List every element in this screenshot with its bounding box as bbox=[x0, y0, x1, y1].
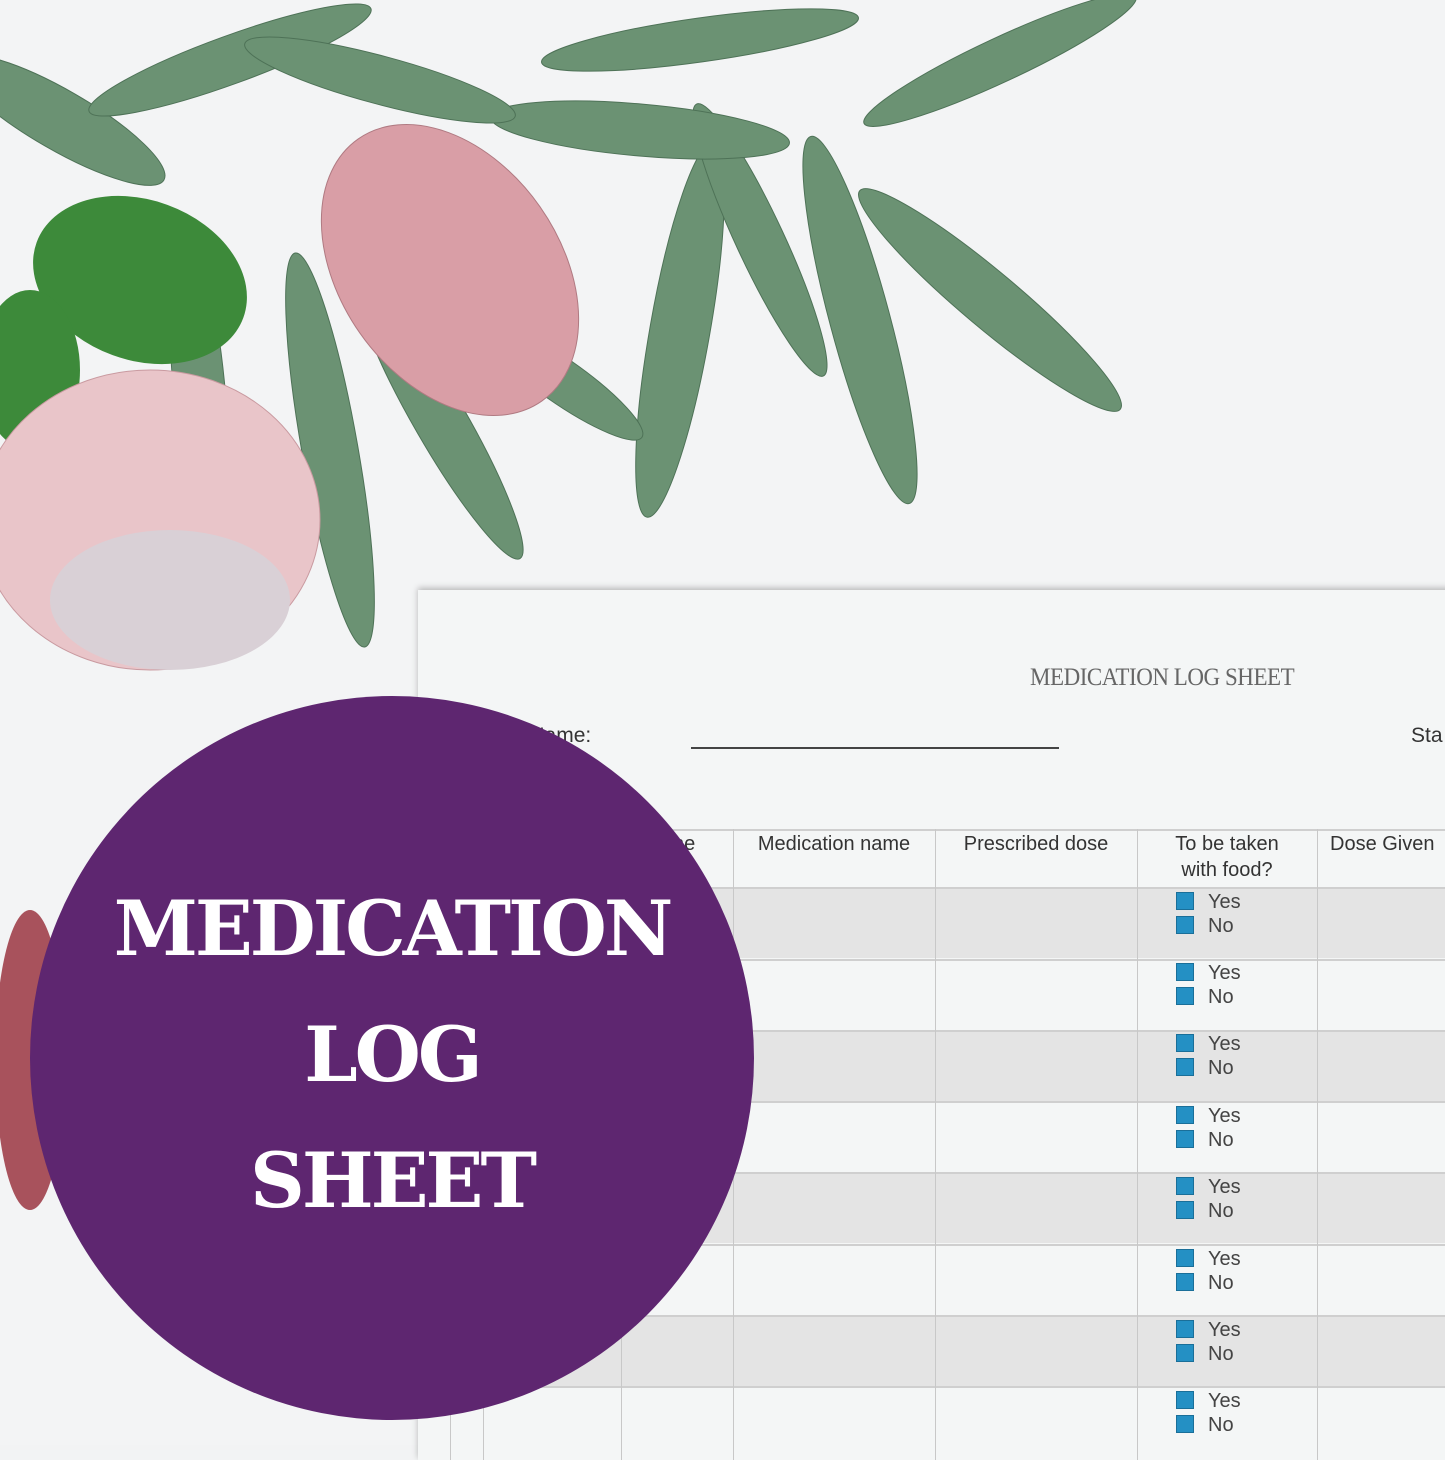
yes-label: Yes bbox=[1208, 891, 1241, 913]
badge-line: LOG bbox=[304, 1010, 483, 1099]
yes-label: Yes bbox=[1208, 1319, 1241, 1341]
divider bbox=[418, 959, 1445, 961]
no-checkbox[interactable] bbox=[1176, 1201, 1194, 1219]
no-label: No bbox=[1208, 1200, 1234, 1222]
column-header-with-food: To be taken with food? bbox=[1175, 833, 1279, 881]
yes-label: Yes bbox=[1208, 1248, 1241, 1270]
no-checkbox[interactable] bbox=[1176, 1415, 1194, 1433]
sheet-title: MEDICATION LOG SHEET bbox=[1030, 664, 1295, 691]
no-label: No bbox=[1208, 1343, 1234, 1365]
divider bbox=[418, 887, 1445, 889]
column-header-dose-given: Dose Given bbox=[1330, 833, 1435, 855]
divider bbox=[418, 829, 1445, 831]
column-header-prescribed-dose: Prescribed dose bbox=[963, 833, 1109, 855]
no-checkbox[interactable] bbox=[1176, 1130, 1194, 1148]
with-food-options: Yes No bbox=[1176, 1175, 1241, 1223]
yes-label: Yes bbox=[1208, 1176, 1241, 1198]
with-food-options: Yes No bbox=[1176, 890, 1241, 938]
no-checkbox[interactable] bbox=[1176, 916, 1194, 934]
no-label: No bbox=[1208, 1057, 1234, 1079]
title-badge: MEDICATION LOG SHEET bbox=[30, 696, 754, 1420]
no-label: No bbox=[1208, 1272, 1234, 1294]
yes-checkbox[interactable] bbox=[1176, 1177, 1194, 1195]
yes-label: Yes bbox=[1208, 1390, 1241, 1412]
divider bbox=[418, 1315, 1445, 1317]
column-header-medication-name: Medication name bbox=[757, 833, 911, 855]
yes-label: Yes bbox=[1208, 1033, 1241, 1055]
with-food-options: Yes No bbox=[1176, 1247, 1241, 1295]
participant-name-line bbox=[691, 747, 1059, 749]
no-checkbox[interactable] bbox=[1176, 1058, 1194, 1076]
yes-checkbox[interactable] bbox=[1176, 1249, 1194, 1267]
divider bbox=[418, 1244, 1445, 1246]
yes-checkbox[interactable] bbox=[1176, 1034, 1194, 1052]
divider bbox=[935, 829, 936, 1460]
badge-line: SHEET bbox=[249, 1136, 537, 1225]
divider bbox=[1137, 829, 1138, 1460]
yes-label: Yes bbox=[1208, 1105, 1241, 1127]
no-label: No bbox=[1208, 1414, 1234, 1436]
divider bbox=[418, 1172, 1445, 1174]
with-food-options: Yes No bbox=[1176, 961, 1241, 1009]
yes-checkbox[interactable] bbox=[1176, 1320, 1194, 1338]
yes-label: Yes bbox=[1208, 962, 1241, 984]
with-food-options: Yes No bbox=[1176, 1389, 1241, 1437]
divider bbox=[418, 1101, 1445, 1103]
with-food-options: Yes No bbox=[1176, 1318, 1241, 1366]
no-label: No bbox=[1208, 915, 1234, 937]
divider bbox=[418, 1030, 1445, 1032]
no-checkbox[interactable] bbox=[1176, 987, 1194, 1005]
with-food-options: Yes No bbox=[1176, 1032, 1241, 1080]
divider bbox=[1317, 829, 1318, 1460]
yes-checkbox[interactable] bbox=[1176, 892, 1194, 910]
with-food-options: Yes No bbox=[1176, 1104, 1241, 1152]
divider bbox=[418, 1386, 1445, 1388]
yes-checkbox[interactable] bbox=[1176, 1391, 1194, 1409]
badge-line: MEDICATION bbox=[113, 884, 674, 973]
yes-checkbox[interactable] bbox=[1176, 963, 1194, 981]
start-label: Sta bbox=[1411, 724, 1443, 747]
no-checkbox[interactable] bbox=[1176, 1273, 1194, 1291]
yes-checkbox[interactable] bbox=[1176, 1106, 1194, 1124]
no-checkbox[interactable] bbox=[1176, 1344, 1194, 1362]
no-label: No bbox=[1208, 1129, 1234, 1151]
no-label: No bbox=[1208, 986, 1234, 1008]
